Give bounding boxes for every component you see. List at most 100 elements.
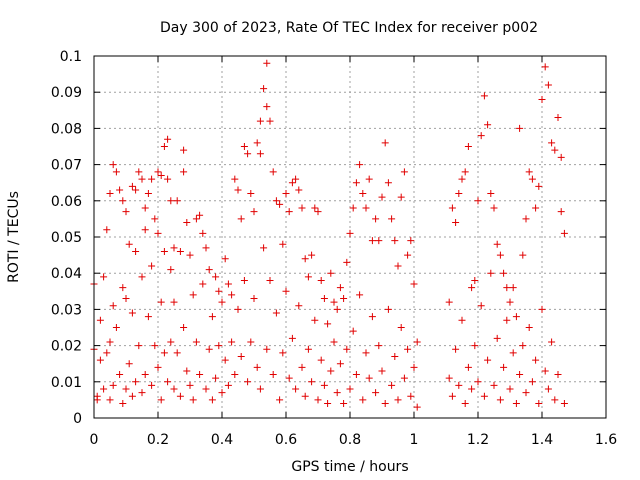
data-point: [279, 240, 287, 248]
data-point: [138, 175, 146, 183]
data-point: [384, 179, 392, 187]
data-point: [218, 298, 226, 306]
data-point: [151, 342, 159, 350]
data-point: [480, 92, 488, 100]
data-point: [157, 171, 165, 179]
data-point: [538, 95, 546, 103]
data-point: [516, 371, 524, 379]
data-point: [410, 280, 418, 288]
data-point: [317, 276, 325, 284]
data-point: [266, 117, 274, 125]
data-point: [128, 392, 136, 400]
data-point: [445, 298, 453, 306]
data-point: [541, 367, 549, 375]
data-point: [170, 385, 178, 393]
data-point: [202, 385, 210, 393]
data-point: [212, 273, 220, 281]
y-tick-label: 0: [73, 411, 82, 427]
data-point: [256, 117, 264, 125]
data-point: [506, 385, 514, 393]
data-point: [234, 186, 242, 194]
data-point: [352, 179, 360, 187]
y-tick-label: 0.05: [51, 230, 82, 246]
data-point: [519, 251, 527, 259]
data-point: [215, 287, 223, 295]
data-point: [260, 85, 268, 93]
data-point: [247, 190, 255, 198]
data-point: [160, 143, 168, 150]
data-point: [202, 244, 210, 252]
y-axis-label: ROTI / TECUs: [6, 191, 22, 283]
data-point: [362, 349, 370, 357]
data-point: [509, 349, 517, 357]
y-tick-label: 0.1: [60, 49, 82, 65]
data-point: [282, 287, 290, 295]
data-point: [196, 211, 204, 219]
data-point: [295, 302, 303, 310]
data-point: [144, 190, 152, 198]
data-point: [381, 400, 389, 408]
data-point: [192, 338, 200, 346]
data-point: [170, 298, 178, 306]
data-point: [308, 251, 316, 259]
data-point: [464, 143, 472, 150]
data-point: [224, 280, 232, 288]
data-point: [164, 135, 172, 143]
data-point: [285, 208, 293, 216]
data-point: [231, 175, 239, 183]
data-point: [455, 381, 463, 389]
data-point: [384, 305, 392, 313]
data-point: [557, 208, 565, 216]
data-point: [464, 363, 472, 371]
x-tick-label: 0.8: [339, 432, 361, 448]
data-point: [218, 389, 226, 397]
x-tick-label: 0: [90, 432, 99, 448]
data-point: [144, 313, 152, 321]
data-point: [141, 226, 149, 234]
data-point: [372, 389, 380, 397]
data-point: [266, 276, 274, 284]
data-point: [356, 291, 364, 299]
data-point: [544, 81, 552, 89]
data-point: [240, 276, 248, 284]
data-point: [103, 226, 111, 234]
data-point: [452, 345, 460, 353]
data-point: [234, 305, 242, 313]
data-point: [378, 193, 386, 201]
data-point: [260, 244, 268, 252]
data-point: [359, 190, 367, 198]
data-point: [224, 381, 232, 389]
grid: [94, 56, 606, 418]
axis-ticks: 0 0.2 0.4 0.6 0.8 1 1.2 1.4 1.6 0 0.01 0.02 0.03 0.04…: [51, 49, 617, 448]
x-tick-label: 1.2: [467, 432, 489, 448]
data-point: [138, 273, 146, 281]
data-point: [512, 313, 520, 321]
data-point: [199, 229, 207, 237]
data-point: [282, 190, 290, 198]
data-point: [301, 392, 309, 400]
data-point: [285, 374, 293, 382]
data-point: [413, 403, 421, 411]
data-point: [324, 320, 332, 328]
data-point: [477, 302, 485, 310]
data-point: [298, 363, 306, 371]
data-point: [170, 244, 178, 252]
data-point: [551, 146, 559, 154]
y-tick-label: 0.02: [51, 339, 82, 355]
data-point: [397, 324, 405, 331]
data-point: [272, 309, 280, 317]
data-point: [135, 168, 143, 176]
data-point: [122, 295, 130, 303]
data-point: [484, 356, 492, 364]
data-point: [516, 124, 524, 132]
data-point: [215, 342, 223, 350]
data-point: [176, 247, 184, 255]
data-point: [404, 345, 412, 353]
data-point: [320, 381, 328, 389]
data-point: [410, 363, 418, 371]
y-tick-label: 0.08: [51, 121, 82, 137]
data-point: [512, 400, 520, 408]
data-point: [192, 215, 200, 223]
data-point: [480, 392, 488, 400]
